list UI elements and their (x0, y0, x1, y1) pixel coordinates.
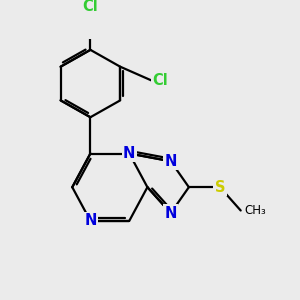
Text: CH₃: CH₃ (244, 204, 266, 217)
Text: N: N (84, 213, 97, 228)
Text: N: N (164, 206, 177, 220)
Text: N: N (123, 146, 136, 161)
Text: Cl: Cl (153, 74, 168, 88)
Text: N: N (164, 154, 177, 169)
Text: S: S (215, 180, 225, 195)
Text: Cl: Cl (82, 0, 98, 14)
